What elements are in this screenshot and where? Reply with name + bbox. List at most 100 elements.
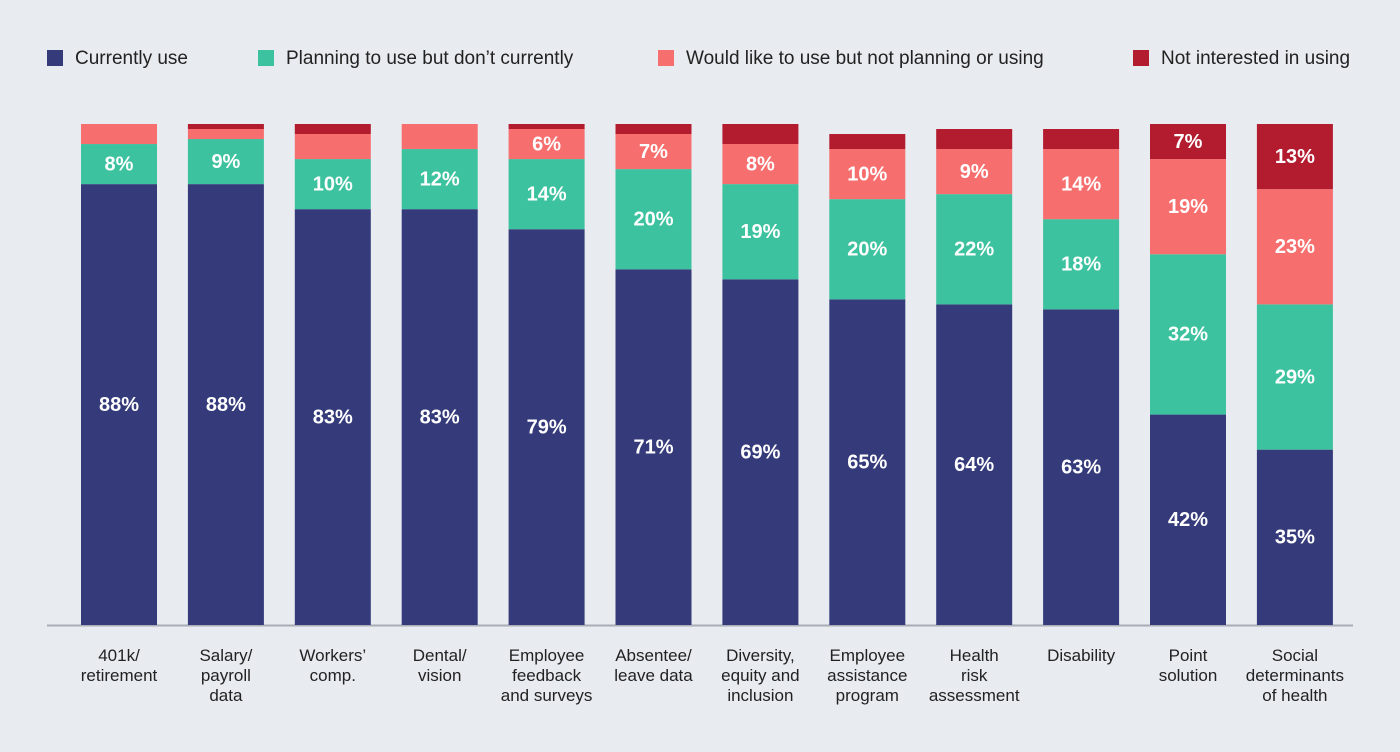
- legend-label: Currently use: [75, 48, 188, 69]
- bar-segment: [508, 159, 585, 230]
- bar-segment: [401, 209, 478, 626]
- data-label: 19%: [740, 221, 780, 243]
- legend-swatch: [258, 50, 274, 66]
- x-tick-label: Employee assistance program: [827, 646, 907, 705]
- data-label: 20%: [633, 208, 673, 230]
- bar-segment: [81, 144, 157, 185]
- data-label: 64%: [954, 454, 994, 476]
- bar-segment: [615, 269, 692, 625]
- bar-segment: [936, 304, 1013, 625]
- bar-segment: [81, 124, 157, 145]
- data-label: 9%: [960, 161, 989, 183]
- data-label: 19%: [1168, 196, 1208, 218]
- legend-label: Not interested in using: [1161, 48, 1350, 69]
- bar-segment: [508, 129, 585, 160]
- data-label: 71%: [633, 436, 673, 458]
- bar-segment: [1256, 304, 1333, 450]
- legend-swatch: [1133, 50, 1149, 66]
- bar-segment: [722, 279, 799, 625]
- data-label: 63%: [1061, 456, 1101, 478]
- bar-segment: [1150, 159, 1226, 255]
- x-tick-label: Point solution: [1159, 646, 1218, 685]
- data-label: 35%: [1275, 527, 1315, 549]
- bar-segment: [401, 124, 478, 150]
- data-label: 14%: [527, 183, 567, 205]
- data-label: 22%: [954, 239, 994, 261]
- bar-segment: [401, 149, 478, 210]
- data-label: 79%: [527, 416, 567, 438]
- data-label: 83%: [420, 406, 460, 428]
- data-label: 14%: [1061, 173, 1101, 195]
- data-label: 23%: [1275, 236, 1315, 258]
- x-tick-label: Dental/vision: [413, 646, 467, 685]
- bar-segment: [187, 124, 264, 130]
- data-label: 10%: [847, 163, 887, 185]
- bar-segment: [1043, 129, 1120, 150]
- data-label: 29%: [1275, 366, 1315, 388]
- x-tick-label: Workers’ comp.: [299, 646, 366, 685]
- x-tick-label: Disability: [1047, 646, 1116, 665]
- data-label: 18%: [1061, 254, 1101, 276]
- bar-segment: [81, 184, 157, 625]
- bar-segment: [936, 129, 1013, 150]
- legend-label: Would like to use but not planning or us…: [686, 48, 1044, 69]
- bar-segment: [1150, 124, 1226, 160]
- legend-swatch: [658, 50, 674, 66]
- bar-segment: [829, 149, 906, 200]
- data-label: 83%: [313, 406, 353, 428]
- bar-segment: [936, 194, 1013, 305]
- data-label: 12%: [420, 168, 460, 190]
- x-tick-label: 401k/retirement: [81, 646, 158, 685]
- x-tick-label: Absentee/leave data: [614, 646, 693, 685]
- bar-segment: [722, 184, 799, 280]
- x-tick-label: Salary/payroll data: [199, 646, 252, 705]
- bar-segment: [294, 159, 371, 210]
- x-tick-label: Employee feedback and surveys: [501, 646, 593, 705]
- bar-segment: [615, 124, 692, 135]
- x-tick-label: Diversity, equity and inclusion: [721, 646, 799, 705]
- bar-segment: [1256, 449, 1333, 625]
- bar-segment: [1043, 219, 1120, 310]
- bar-segment: [1043, 149, 1120, 220]
- bar-segment: [1150, 414, 1226, 625]
- bar-segment: [829, 199, 906, 300]
- data-label: 88%: [99, 394, 139, 416]
- bar-segment: [508, 124, 585, 130]
- bar-segment: [294, 209, 371, 626]
- bar-segment: [294, 124, 371, 135]
- bar-segment: [829, 299, 906, 625]
- bar-segment: [187, 139, 264, 185]
- data-label: 69%: [740, 441, 780, 463]
- bar-segment: [722, 144, 799, 185]
- x-tick-label: Health risk assessment: [929, 646, 1020, 705]
- data-label: 9%: [211, 151, 240, 173]
- bar-segment: [936, 149, 1013, 195]
- data-label: 6%: [532, 133, 561, 155]
- bar-segment: [187, 129, 264, 140]
- data-label: 8%: [105, 153, 134, 175]
- data-label: 10%: [313, 173, 353, 195]
- data-label: 88%: [206, 394, 246, 416]
- bar-segment: [1256, 124, 1333, 190]
- bar-segment: [829, 134, 906, 150]
- bar-segment: [722, 124, 799, 145]
- bar-segment: [1043, 309, 1120, 625]
- x-tick-label: Social determinants of health: [1246, 646, 1344, 705]
- data-label: 13%: [1275, 146, 1315, 168]
- bar-segment: [294, 134, 371, 160]
- bar-segment: [508, 229, 585, 625]
- bar-segment: [615, 169, 692, 270]
- data-label: 32%: [1168, 324, 1208, 346]
- legend-label: Planning to use but don’t currently: [286, 48, 574, 69]
- bar-segment: [615, 134, 692, 170]
- legend-swatch: [47, 50, 63, 66]
- bar-segment: [1256, 189, 1333, 305]
- bar-segment: [187, 184, 264, 625]
- data-label: 7%: [639, 141, 668, 163]
- data-label: 7%: [1174, 131, 1203, 153]
- data-label: 20%: [847, 239, 887, 261]
- bar-segment: [1150, 254, 1226, 415]
- data-label: 65%: [847, 451, 887, 473]
- data-label: 42%: [1168, 509, 1208, 531]
